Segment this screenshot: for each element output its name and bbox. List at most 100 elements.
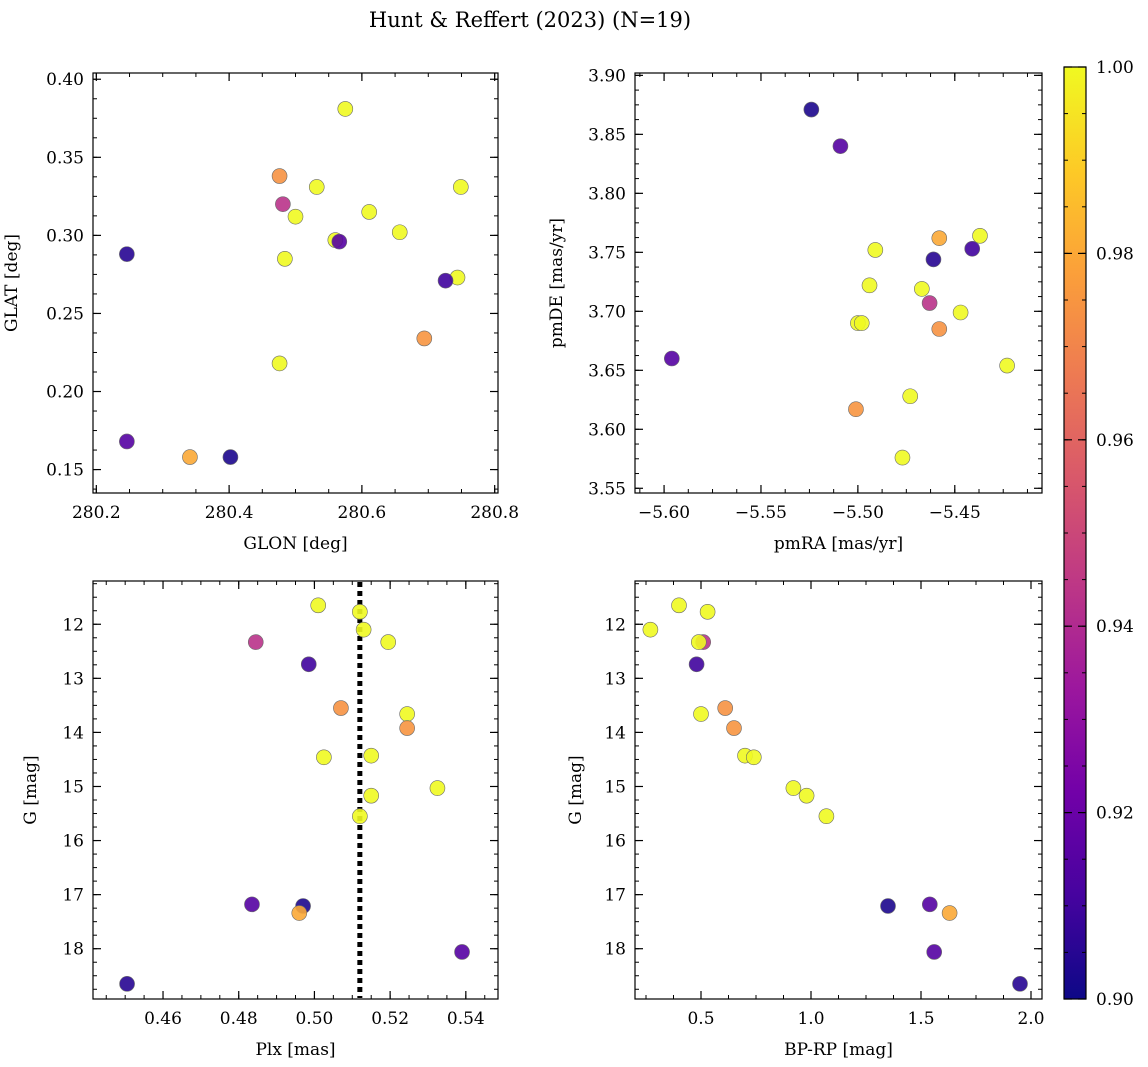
scatter-point [361,204,377,220]
scatter-point [972,228,988,244]
x-tick-label: 1.5 [907,1009,934,1029]
y-axis-label: G [mag] [21,755,41,824]
scatter-point [244,896,260,913]
axes-frame [634,72,1043,494]
y-tick-label: 0.40 [46,70,84,90]
scatter-point [453,179,469,195]
scatter-point [952,304,969,321]
scatter-point [331,233,348,250]
y-tick-label: 18 [62,940,84,960]
scatter-point [832,138,849,154]
scatter-point [287,208,304,225]
scatter-point [853,315,870,331]
scatter-point [454,944,470,960]
x-tick-label: 280.4 [205,503,254,523]
y-tick-label: 13 [62,669,84,689]
y-tick-label: 3.55 [588,479,626,499]
scatter-point [399,720,415,736]
scatter-point [941,905,958,921]
scatter-point [688,656,705,673]
x-axis-label: pmRA [mas/yr] [774,534,903,554]
y-tick-label: 13 [604,669,626,689]
scatter-point [182,449,198,465]
scatter-point [902,388,919,405]
scatter-point [271,168,288,184]
scatter-point [931,321,948,337]
x-tick-label: 0.52 [371,1009,409,1029]
scatter-point [355,621,372,638]
y-tick-label: 12 [62,615,84,635]
scatter-point [785,780,802,796]
colorbar-tick-label: 0.90 [1096,990,1134,1010]
scatter-point [699,604,716,620]
x-tick-label: −5.50 [832,503,884,523]
scatter-point [964,240,981,257]
scatter-point [914,281,930,297]
y-tick-label: 3.65 [588,361,626,381]
scatter-point [999,357,1015,374]
scatter-point [642,621,659,638]
scatter-point [391,224,408,241]
scatter-point [931,230,948,246]
panels: 280.2 280.4 280.6 280.8 0.15 0.20 0.25 0.30 0.35… [2,66,1045,1060]
x-tick-label: 0.5 [687,1009,714,1029]
y-tick-label: 0.25 [46,304,84,324]
scatter-point [690,634,707,650]
scatter-point [664,350,680,367]
x-tick-label: 0.54 [447,1009,485,1029]
y-tick-label: 16 [62,832,84,852]
x-tick-label: 280.2 [72,503,121,523]
colorbar: 0.90 0.92 0.94 0.96 0.98 1.00 [1063,58,1134,1010]
y-tick-label: 16 [604,832,626,852]
scatter-point [119,246,135,262]
x-tick-label: 2.0 [1017,1009,1044,1029]
axes-frame [92,72,499,494]
x-tick-label: 280.8 [470,503,519,523]
scatter-point [363,747,380,764]
colorbar-tick-label: 0.96 [1096,431,1134,451]
scatter-point [222,449,239,465]
figure-title: Hunt & Reffert (2023) (N=19) [369,8,691,32]
scatter-point [275,196,291,212]
x-tick-label: 280.6 [338,503,387,523]
scatter-point [416,330,433,347]
scatter-point [429,780,446,796]
y-tick-label: 14 [604,723,626,743]
y-tick-label: 0.20 [46,383,84,403]
x-tick-label: −5.45 [929,503,981,523]
x-axis-label: Plx [mas] [255,1040,335,1060]
x-tick-label: 0.48 [220,1009,258,1029]
scatter-point [271,355,288,372]
scatter-point [380,634,397,650]
y-tick-label: 3.60 [588,420,626,440]
scatter-point [693,706,709,722]
y-tick-label: 15 [604,777,626,797]
scatter-point [745,749,762,766]
y-tick-label: 0.15 [46,461,84,481]
scatter-point [926,944,943,960]
y-tick-label: 3.75 [588,243,626,263]
scatter-point [798,787,815,804]
scatter-point [316,749,332,766]
y-tick-label: 15 [62,777,84,797]
scatter-point [277,250,293,267]
y-tick-label: 3.80 [588,184,626,204]
scatter-point [308,179,325,195]
scatter-point [921,896,938,913]
y-tick-label: 17 [604,886,626,906]
scatter-point [867,242,884,258]
scatter-point [310,597,327,614]
scatter-point [352,604,368,620]
scatter-point [803,101,820,118]
x-tick-label: −5.55 [735,503,787,523]
panel-4: 0.5 1.0 1.5 2.0 12 13 14 15 16 17 18 BP-RP [mag] G [… [566,580,1045,1060]
panel-1: 280.2 280.4 280.6 280.8 0.15 0.20 0.25 0.30 0.35… [2,70,519,554]
scatter-point [291,905,308,921]
scatter-point [1012,976,1028,992]
y-axis-label: GLAT [deg] [2,234,22,332]
panel-3: 0.46 0.48 0.50 0.52 0.54 12 13 14 15 16 17 18 Plx [m… [21,580,499,1060]
y-tick-label: 3.90 [588,66,626,86]
colorbar-tick-label: 0.92 [1096,804,1134,824]
scatter-point [671,597,687,614]
